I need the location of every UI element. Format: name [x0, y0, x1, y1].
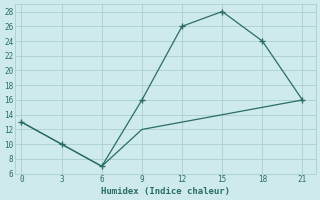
- X-axis label: Humidex (Indice chaleur): Humidex (Indice chaleur): [101, 187, 230, 196]
